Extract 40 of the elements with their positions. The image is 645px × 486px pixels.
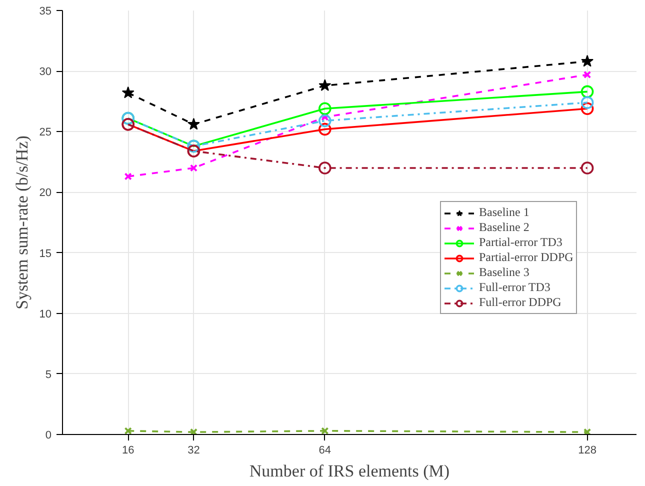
point	[190, 428, 198, 434]
x-tick-label: 32	[188, 444, 200, 456]
y-tick-label: 25	[39, 126, 52, 139]
point	[581, 54, 594, 67]
legend-label: Partial-error TD3	[479, 235, 562, 250]
y-tick-label: 30	[39, 66, 52, 78]
legend-label: Baseline 3	[479, 265, 530, 280]
point	[124, 427, 132, 434]
y-tick-label: 10	[39, 308, 52, 320]
point	[580, 102, 594, 116]
y-tick-label: 5	[45, 368, 52, 381]
point	[321, 427, 329, 434]
y-tick-label: 15	[39, 248, 52, 260]
point	[318, 79, 332, 91]
point	[318, 102, 332, 116]
legend-label: Baseline 1	[479, 205, 530, 220]
legend-label: Baseline 2	[479, 220, 530, 235]
legend-label: Full-error DDPG	[479, 295, 562, 310]
legend-label: Full-error TD3	[479, 280, 550, 295]
x-tick-label: 128	[578, 444, 596, 456]
point	[124, 172, 132, 180]
y-axis-title: System sum-rate (b/s/Hz)	[12, 136, 32, 310]
point	[580, 96, 594, 109]
x-tick-label: 16	[122, 444, 134, 456]
point	[583, 70, 592, 79]
point	[122, 86, 134, 98]
point	[580, 85, 594, 98]
x-tick-label: 64	[318, 444, 332, 456]
point	[318, 122, 332, 136]
legend-label: Partial-error DDPG	[479, 250, 574, 265]
point	[318, 114, 332, 128]
point	[187, 118, 200, 130]
y-tick-label: 0	[45, 430, 52, 442]
point	[318, 162, 332, 174]
y-tick-label: 20	[39, 187, 52, 200]
point	[583, 428, 592, 434]
point	[190, 164, 198, 172]
x-axis-title: Number of IRS elements (M)	[249, 462, 450, 480]
point	[580, 162, 594, 174]
y-tick-label: 35	[39, 6, 52, 18]
